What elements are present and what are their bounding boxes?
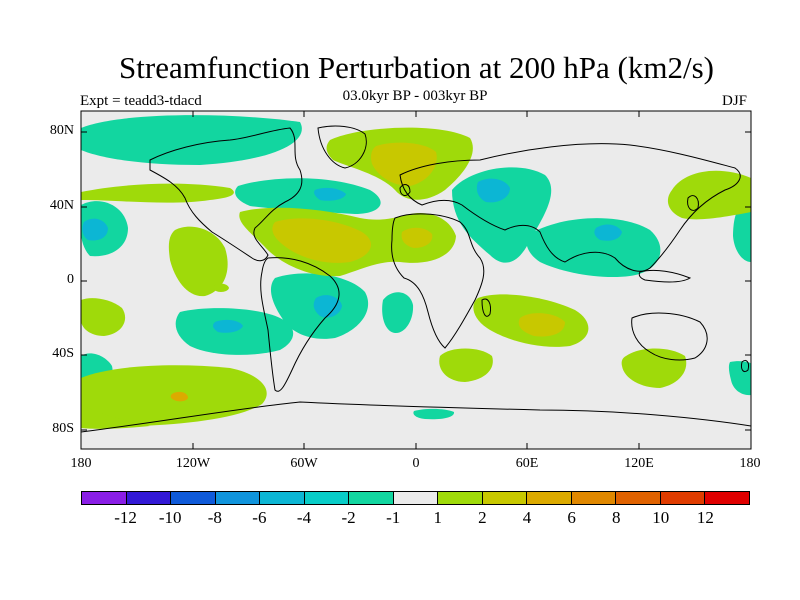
colorbar-swatch [171,492,216,504]
plot-title: Streamfunction Perturbation at 200 hPa (… [119,50,714,85]
contour-neg-asia [526,218,661,278]
contour-core-southern [170,391,188,402]
coast-antarctica [81,401,751,433]
lon-tick-label: 180 [739,456,761,471]
colorbar-swatch [705,492,749,504]
colorbar-label: 2 [478,508,487,527]
colorbar-swatch [438,492,483,504]
colorbar-label: -8 [207,508,222,527]
lon-tick-label: 120W [175,456,211,471]
colorbar-swatch [616,492,661,504]
contour-core-indian-inner [518,313,565,337]
colorbar-swatch [482,492,528,504]
lon-tick-label: 180 [70,456,92,471]
contour-pos-pacific-small [213,283,229,292]
lon-tick-label: 60W [290,456,318,471]
colorbar-swatch [393,492,439,504]
contour-pos-east-pacific [81,298,126,336]
period-label: 03.0kyr BP - 003kyr BP [342,88,488,104]
contour-pos-spac-wedge [81,404,150,429]
coast-africa [391,213,485,349]
contour-core-africa [401,227,433,248]
contour-core-asia [594,224,622,241]
contour-core-satlantic [313,295,342,318]
lat-tick-label: 80N [49,123,74,138]
experiment-label: Expt = teadd3-tdacd [80,93,202,109]
lat-tick-label: 0 [67,272,74,287]
contour-pos-sindian [439,348,493,382]
contour-core-eurasia [476,178,510,203]
contour-pos-spacific-east [621,348,687,388]
contour-neg-antarctic [413,408,455,420]
colorbar-label: -2 [341,508,356,527]
coast-north-america [149,127,303,262]
colorbar-label: 1 [433,508,443,527]
colorbar-swatch [82,492,127,504]
coast-uk [399,184,411,196]
colorbar-swatch [215,492,261,504]
coast-eurasia [399,143,741,272]
lon-tick-label: 60E [515,456,539,471]
colorbar-swatch [304,492,350,504]
contour-core-greenland [371,142,437,186]
lat-tick-label: 40S [52,346,74,361]
colorbar-swatch [527,492,572,504]
axis-ticks [80,111,752,449]
contour-core-samerica [213,319,243,333]
coast-greenland [317,125,367,169]
coast-south-america [260,257,340,392]
colorbar-label: 8 [611,508,621,527]
colorbar-swatch [349,492,394,504]
coast-japan [687,195,699,211]
contour-neg-east-spac [728,361,751,396]
contour-core-npacific [82,218,108,241]
colorbar-label: -6 [252,508,267,527]
colorbar-swatch [260,492,305,504]
colorbar [81,491,750,505]
coastlines [81,125,751,433]
colorbar-swatch [571,492,617,504]
contour-neg-eurasia [452,167,552,263]
colorbar-label: -1 [386,508,401,527]
coast-australia [631,312,708,361]
colorbar-label: 10 [652,508,670,527]
coast-madagascar [481,298,491,317]
colorbar-label: 4 [522,508,532,527]
colorbar-label: -10 [158,508,182,527]
colorbar-swatch [126,492,172,504]
contour-core-natlantic [272,218,372,263]
contour-neg-arctic-west [81,115,302,165]
contour-fills [81,115,751,429]
coast-indonesia [638,269,692,283]
contour-pos-pacific-mid [168,226,228,297]
colorbar-label: -4 [296,508,312,527]
contour-core-natlantic [314,187,346,201]
lon-tick-label: 0 [412,456,420,471]
coast-new-zealand [741,359,749,373]
season-label: DJF [722,93,748,109]
lon-tick-label: 120E [624,456,654,471]
lat-tick-label: 80S [52,421,74,436]
colorbar-label: 6 [567,508,576,527]
contour-neg-natlantic [235,178,381,214]
lat-tick-label: 40N [49,198,74,213]
colorbar-label: -12 [114,508,137,527]
colorbar-label: 12 [696,508,714,527]
colorbar-swatch [660,492,706,504]
contour-neg-epacific [733,207,751,262]
contour-neg-indian [382,292,414,334]
contour-pos-pacific-north [81,183,234,203]
